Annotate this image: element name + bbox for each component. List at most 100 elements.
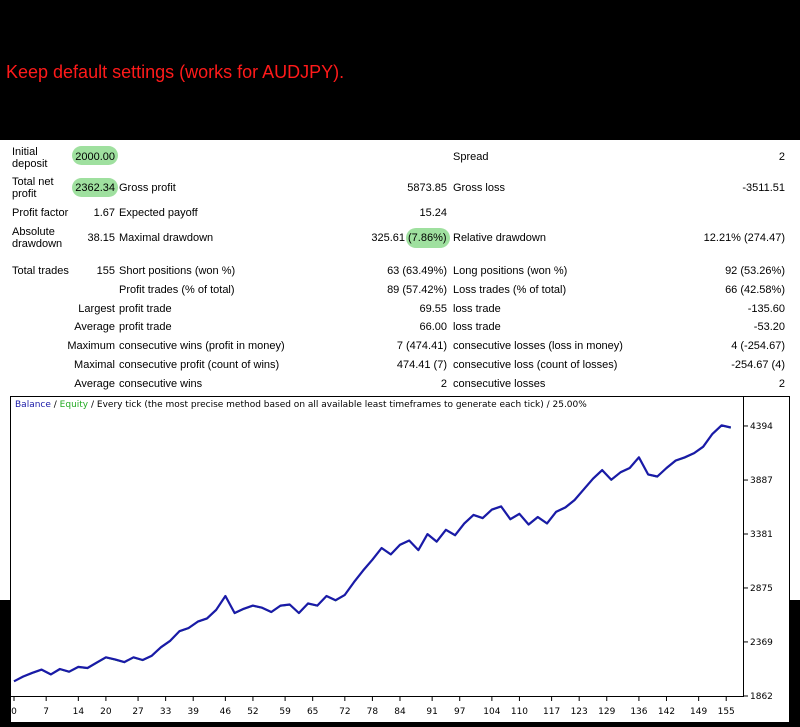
x-tick-label: 129 bbox=[598, 707, 615, 717]
chart-frame bbox=[10, 396, 790, 723]
y-tick-label: 2875 bbox=[750, 584, 773, 594]
highlight-initial-deposit bbox=[72, 146, 118, 165]
x-tick-label: 33 bbox=[160, 707, 171, 717]
maximal-label: Maximal bbox=[74, 359, 115, 371]
report-panel: Initial deposit 2000.00 Spread 2 Total n… bbox=[0, 140, 800, 723]
highlight-drawdown-percent bbox=[406, 228, 450, 248]
maximal-cons-profit-label: consecutive profit (count of wins) bbox=[119, 359, 280, 371]
short-positions-value: 63 (63.49%) bbox=[387, 265, 447, 277]
y-tick-label: 2369 bbox=[750, 638, 773, 648]
x-tick-label: 39 bbox=[187, 707, 199, 717]
x-tick-label: 7 bbox=[43, 707, 49, 717]
max-cons-losses-label: consecutive losses (loss in money) bbox=[453, 340, 623, 352]
profit-trades-label: Profit trades (% of total) bbox=[119, 284, 235, 296]
y-tick-label: 3887 bbox=[750, 476, 773, 486]
max-cons-losses-value: 4 (-254.67) bbox=[731, 340, 785, 352]
x-tick-label: 59 bbox=[279, 707, 291, 717]
x-tick-label: 52 bbox=[247, 707, 258, 717]
loss-trades-value: 66 (42.58%) bbox=[725, 284, 785, 296]
x-tick-label: 46 bbox=[220, 707, 232, 717]
average-loss-label: loss trade bbox=[453, 321, 501, 333]
x-tick-label: 72 bbox=[339, 707, 350, 717]
x-tick-label: 117 bbox=[543, 707, 560, 717]
long-positions-value: 92 (53.26%) bbox=[725, 265, 785, 277]
x-tick-label: 20 bbox=[100, 707, 112, 717]
legend-description: / Every tick (the most precise method ba… bbox=[88, 400, 587, 410]
profit-factor-value: 1.67 bbox=[93, 207, 115, 219]
x-tick-label: 104 bbox=[483, 707, 500, 717]
total-net-profit-label: Total net profit bbox=[12, 176, 54, 200]
maximal-cons-profit-value: 474.41 (7) bbox=[396, 359, 447, 371]
balance-chart: Balance / Equity / Every tick (the most … bbox=[10, 396, 790, 723]
expected-payoff-label: Expected payoff bbox=[119, 207, 198, 219]
initial-deposit-value: 2000.00 bbox=[75, 151, 115, 163]
short-positions-label: Short positions (won %) bbox=[119, 265, 236, 277]
caption-text: Keep default settings (works for AUDJPY)… bbox=[6, 62, 345, 82]
gross-loss-value: -3511.51 bbox=[742, 182, 785, 194]
maximal-drawdown-label: Maximal drawdown bbox=[119, 232, 214, 244]
x-tick-label: 0 bbox=[11, 707, 17, 717]
relative-drawdown-value: 12.21% (274.47) bbox=[703, 232, 785, 244]
avg-cons-losses-label: consecutive losses bbox=[453, 378, 546, 390]
total-net-profit-value: 2362.34 bbox=[75, 182, 115, 194]
largest-profit-label: profit trade bbox=[119, 303, 172, 315]
legend-separator: / bbox=[51, 400, 60, 410]
long-positions-label: Long positions (won %) bbox=[453, 265, 568, 277]
largest-label: Largest bbox=[78, 303, 115, 315]
x-tick-label: 149 bbox=[690, 707, 707, 717]
x-tick-label: 123 bbox=[571, 707, 588, 717]
y-tick-label: 4394 bbox=[750, 422, 773, 432]
average-profit-value: 66.00 bbox=[419, 321, 447, 333]
y-tick-label: 1862 bbox=[750, 692, 773, 702]
legend-equity: Equity bbox=[60, 400, 89, 410]
total-trades-value: 155 bbox=[96, 265, 115, 277]
absolute-drawdown-label: Absolute drawdown bbox=[12, 226, 63, 250]
average2-label: Average bbox=[74, 378, 115, 390]
maximal-drawdown-percent: (7.86%) bbox=[408, 232, 447, 244]
expected-payoff-value: 15.24 bbox=[419, 207, 447, 219]
largest-loss-value: -135.60 bbox=[747, 303, 785, 315]
x-tick-label: 91 bbox=[426, 707, 437, 717]
maximal-cons-loss-label: consecutive loss (count of losses) bbox=[453, 359, 618, 371]
average-loss-value: -53.20 bbox=[753, 321, 785, 333]
x-tick-label: 27 bbox=[132, 707, 143, 717]
absolute-drawdown-value: 38.15 bbox=[87, 232, 115, 244]
balance-chart-svg: Balance / Equity / Every tick (the most … bbox=[10, 396, 790, 723]
legend-balance: Balance bbox=[15, 400, 51, 410]
x-tick-label: 78 bbox=[367, 707, 379, 717]
initial-deposit-label: Initial deposit bbox=[12, 146, 48, 170]
profit-factor-label: Profit factor bbox=[12, 207, 69, 219]
x-tick-label: 84 bbox=[394, 707, 406, 717]
spread-label: Spread bbox=[453, 151, 489, 163]
maximal-drawdown-value: 325.61 bbox=[371, 232, 405, 244]
max-cons-wins-label: consecutive wins (profit in money) bbox=[119, 340, 285, 352]
largest-profit-value: 69.55 bbox=[419, 303, 447, 315]
avg-cons-wins-label: consecutive wins bbox=[119, 378, 203, 390]
average-profit-label: profit trade bbox=[119, 321, 172, 333]
y-tick-label: 3381 bbox=[750, 530, 773, 540]
loss-trades-label: Loss trades (% of total) bbox=[453, 284, 567, 296]
x-tick-label: 65 bbox=[307, 707, 318, 717]
gross-profit-label: Gross profit bbox=[119, 182, 176, 194]
x-tick-label: 97 bbox=[454, 707, 465, 717]
maximal-cons-loss-value: -254.67 (4) bbox=[731, 359, 785, 371]
total-trades-label: Total trades bbox=[12, 265, 69, 277]
x-tick-label: 110 bbox=[511, 707, 528, 717]
report-table: Initial deposit 2000.00 Spread 2 Total n… bbox=[0, 140, 800, 392]
highlight-total-net-profit bbox=[72, 178, 118, 197]
profit-trades-value: 89 (57.42%) bbox=[387, 284, 447, 296]
avg-cons-wins-value: 2 bbox=[440, 378, 447, 390]
x-tick-label: 142 bbox=[658, 707, 675, 717]
average-label: Average bbox=[74, 321, 115, 333]
chart-legend: Balance / Equity / Every tick (the most … bbox=[15, 400, 587, 410]
avg-cons-losses-value: 2 bbox=[778, 378, 785, 390]
max-cons-wins-value: 7 (474.41) bbox=[396, 340, 447, 352]
largest-loss-label: loss trade bbox=[453, 303, 501, 315]
relative-drawdown-label: Relative drawdown bbox=[453, 232, 546, 244]
x-tick-label: 14 bbox=[73, 707, 85, 717]
gross-loss-label: Gross loss bbox=[453, 182, 505, 194]
spread-value: 2 bbox=[778, 151, 785, 163]
x-tick-label: 136 bbox=[630, 707, 647, 717]
gross-profit-value: 5873.85 bbox=[407, 182, 447, 194]
x-tick-label: 155 bbox=[718, 707, 735, 717]
